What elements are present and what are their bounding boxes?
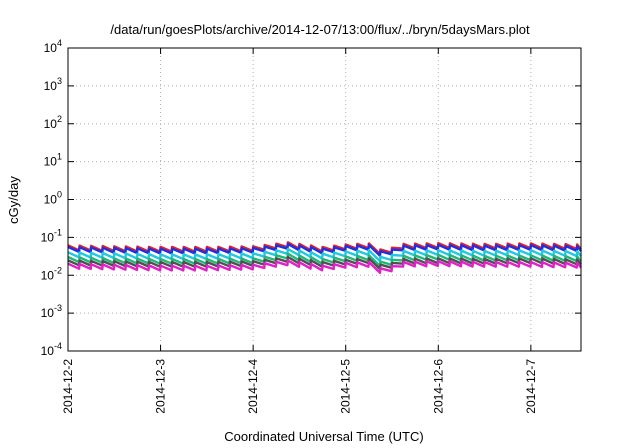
y-tick-label: 10-1 <box>41 227 62 244</box>
y-tick-label: 10-3 <box>41 303 62 320</box>
y-axis-ticks: 10-4 10-3 10-2 10-1 100 101 102 103 104 <box>41 38 581 358</box>
y-tick-label: 102 <box>44 114 62 131</box>
y-tick-label: 100 <box>44 190 62 207</box>
series-line-2 <box>67 242 582 257</box>
series-line-6 <box>67 259 582 274</box>
y-tick-label: 10-4 <box>41 341 62 358</box>
x-tick-label: 2014-12-2 <box>61 359 75 414</box>
x-axis-label: Coordinated Universal Time (UTC) <box>224 429 423 444</box>
y-tick-label: 10-2 <box>41 265 62 282</box>
x-axis-ticks: 2014-12-2 2014-12-3 2014-12-4 2014-12-5 2014… <box>61 48 538 414</box>
chart-title: /data/run/goesPlots/archive/2014-12-07/1… <box>110 22 530 37</box>
series-line-1 <box>67 241 582 256</box>
series-line-3 <box>67 247 582 263</box>
series-line-5 <box>67 255 582 271</box>
x-tick-label: 2014-12-4 <box>246 359 260 414</box>
y-tick-label: 104 <box>44 38 62 55</box>
y-tick-label: 103 <box>44 76 62 93</box>
y-tick-label: 101 <box>44 152 62 169</box>
series-layer <box>67 241 582 274</box>
x-tick-label: 2014-12-6 <box>431 359 445 414</box>
y-axis-label: cGy/day <box>6 176 21 224</box>
x-tick-label: 2014-12-3 <box>154 359 168 414</box>
x-tick-label: 2014-12-5 <box>339 359 353 414</box>
x-tick-label: 2014-12-7 <box>524 359 538 414</box>
series-line-4 <box>67 252 582 268</box>
grid <box>68 48 581 351</box>
